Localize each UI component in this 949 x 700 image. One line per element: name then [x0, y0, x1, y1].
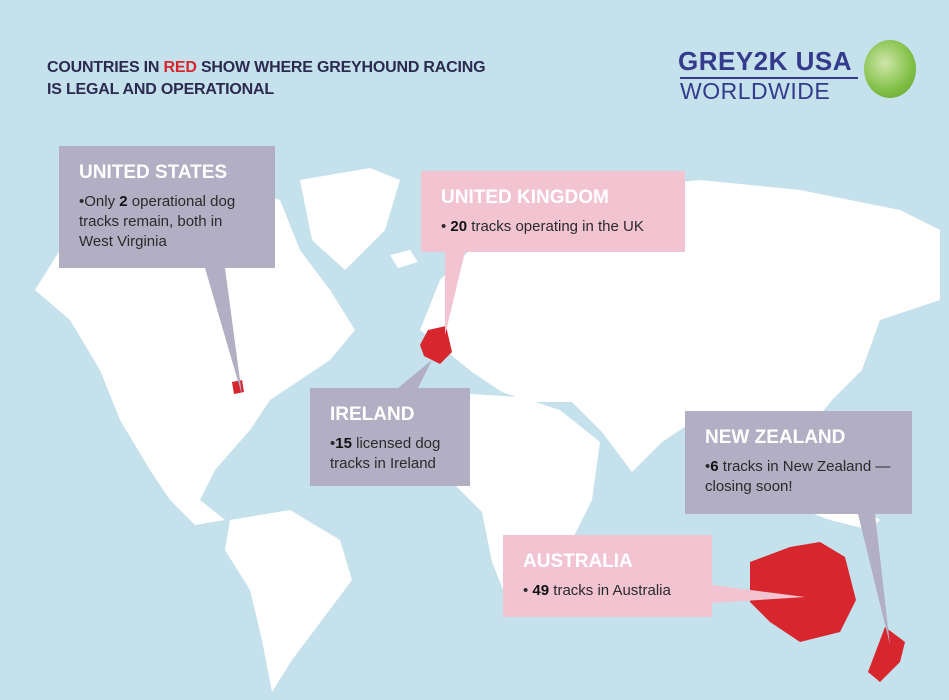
uk-ireland-red — [420, 326, 452, 364]
logo-line1: GREY2K USA — [678, 46, 853, 76]
callout-text: •6 tracks in New Zealand —closing soon! — [705, 458, 891, 495]
south-america — [225, 510, 352, 692]
callout-united-states: UNITED STATES •Only 2 operational dog tr… — [59, 146, 275, 268]
logo-divider — [680, 77, 858, 79]
callout-united-kingdom: UNITED KINGDOM • 20 tracks operating in … — [421, 171, 685, 252]
callout-heading: IRELAND — [330, 404, 415, 425]
callout-new-zealand: NEW ZEALAND •6 tracks in New Zealand —cl… — [685, 411, 912, 514]
title-text: SHOW WHERE GREYHOUND RACING — [196, 59, 486, 76]
west-virginia-red — [232, 380, 244, 394]
title-text: COUNTRIES IN — [47, 59, 164, 76]
iceland — [390, 250, 418, 268]
greenland — [300, 168, 400, 270]
title-highlight: RED — [163, 59, 197, 76]
new-zealand-red — [868, 627, 905, 682]
callout-heading: NEW ZEALAND — [705, 427, 846, 448]
callout-heading: UNITED STATES — [79, 162, 228, 183]
logo-line2: WORLDWIDE — [680, 78, 831, 104]
nz-pointer — [858, 514, 890, 645]
callout-text: • 20 tracks operating in the UK — [441, 218, 644, 235]
callout-ireland: IRELAND •15 licensed dog tracks in Irela… — [310, 388, 470, 486]
uk-pointer — [445, 252, 465, 335]
callout-text: • 49 tracks in Australia — [523, 582, 671, 599]
callout-text: •15 licensed dog tracks in Ireland — [330, 435, 441, 472]
callout-australia: AUSTRALIA • 49 tracks in Australia — [503, 535, 712, 617]
australia-pointer — [712, 585, 805, 603]
us-pointer — [205, 268, 242, 395]
page-title: COUNTRIES IN RED SHOW WHERE GREYHOUND RA… — [47, 57, 486, 101]
callout-heading: UNITED KINGDOM — [441, 187, 609, 208]
title-line2: IS LEGAL AND OPERATIONAL — [47, 81, 274, 98]
globe-icon — [864, 40, 916, 98]
eurasia — [420, 180, 940, 472]
grey2k-logo: GREY2K USA WORLDWIDE — [678, 40, 918, 104]
north-america — [35, 185, 355, 525]
callout-text: •Only 2 operational dog tracks remain, b… — [79, 193, 236, 250]
ireland-pointer — [398, 360, 432, 388]
callout-heading: AUSTRALIA — [523, 551, 633, 572]
australia-red — [750, 542, 856, 642]
